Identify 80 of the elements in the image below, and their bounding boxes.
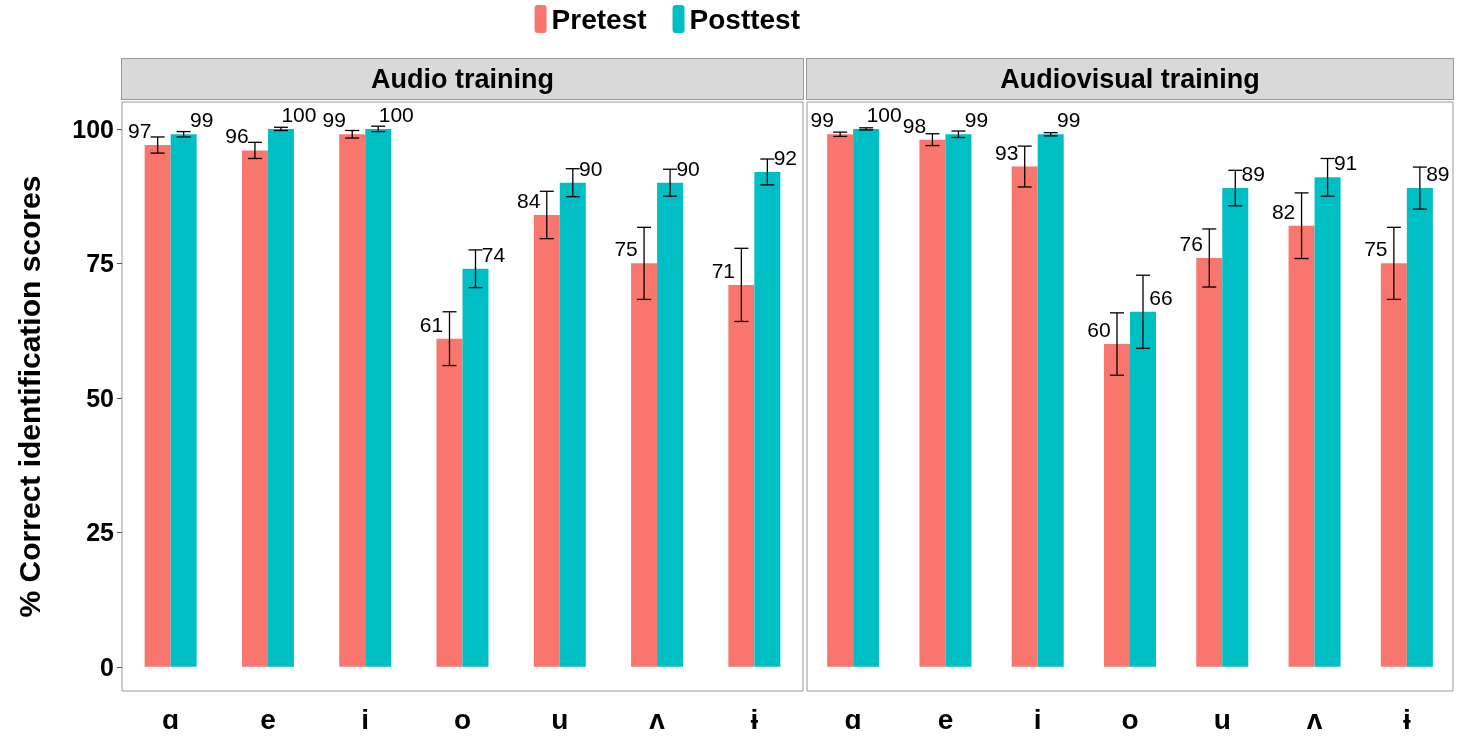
bar bbox=[241, 150, 268, 667]
bar bbox=[945, 134, 972, 667]
data-label: 82 bbox=[1271, 199, 1296, 223]
data-label: 98 bbox=[902, 113, 927, 137]
bar bbox=[728, 284, 755, 667]
x-tick-label: o bbox=[453, 703, 472, 735]
data-label: 96 bbox=[225, 124, 249, 148]
bar bbox=[339, 134, 366, 667]
bar bbox=[1011, 166, 1038, 667]
bar bbox=[533, 214, 560, 667]
legend-label: Posttest bbox=[689, 3, 800, 35]
x-tick-label: u bbox=[1213, 703, 1231, 735]
bar bbox=[462, 268, 489, 667]
bar bbox=[1130, 311, 1156, 667]
chart-title: Audio training bbox=[371, 64, 554, 94]
x-tick-label: i bbox=[1033, 703, 1042, 735]
x-tick-label: ʌ bbox=[649, 703, 666, 735]
bar bbox=[853, 128, 880, 667]
bar bbox=[170, 134, 197, 667]
data-label: 100 bbox=[378, 102, 414, 126]
y-tick-label: 50 bbox=[86, 383, 114, 412]
y-axis-title: % Correct identification scores bbox=[12, 175, 46, 618]
x-tick-label: ʌ bbox=[1306, 703, 1323, 735]
data-label: 61 bbox=[419, 312, 444, 336]
x-tick-label: ɨ bbox=[1402, 703, 1411, 735]
x-tick-label: ɨ bbox=[750, 703, 759, 735]
x-tick-label: i bbox=[361, 703, 370, 735]
data-label: 89 bbox=[1426, 162, 1450, 186]
data-label: 99 bbox=[1057, 108, 1081, 132]
bar bbox=[754, 171, 781, 667]
bar bbox=[827, 134, 854, 667]
bar bbox=[1314, 177, 1341, 667]
legend-label: Pretest bbox=[551, 3, 647, 35]
data-label: 100 bbox=[281, 102, 317, 126]
bar bbox=[919, 139, 946, 667]
data-label: 92 bbox=[773, 145, 798, 169]
bar bbox=[436, 338, 463, 667]
chart-title: Audiovisual training bbox=[1000, 64, 1260, 94]
data-label: 100 bbox=[866, 102, 902, 126]
data-label: 75 bbox=[1364, 237, 1388, 261]
bar bbox=[1196, 257, 1223, 667]
y-tick-label: 75 bbox=[86, 249, 115, 278]
bar bbox=[657, 182, 684, 667]
data-label: 66 bbox=[1149, 285, 1173, 309]
data-label: 99 bbox=[322, 108, 346, 132]
bar bbox=[365, 128, 392, 667]
bar bbox=[559, 182, 586, 667]
y-tick-label: 25 bbox=[86, 518, 115, 547]
data-label: 90 bbox=[676, 156, 700, 180]
x-tick-label: ɑ bbox=[162, 703, 180, 735]
x-tick-label: u bbox=[551, 703, 569, 735]
bar bbox=[1222, 188, 1249, 667]
data-label: 76 bbox=[1179, 231, 1203, 255]
x-tick-label: o bbox=[1121, 703, 1139, 735]
data-label: 89 bbox=[1241, 162, 1265, 186]
data-label: 99 bbox=[810, 108, 834, 132]
data-label: 99 bbox=[964, 108, 989, 132]
data-label: 84 bbox=[517, 188, 541, 212]
data-label: 60 bbox=[1087, 318, 1111, 342]
bar bbox=[267, 128, 294, 667]
data-label: 75 bbox=[614, 237, 638, 261]
data-label: 97 bbox=[127, 119, 152, 143]
data-label: 71 bbox=[711, 258, 736, 282]
bar bbox=[1406, 188, 1433, 667]
bar bbox=[144, 145, 171, 667]
bar bbox=[1288, 225, 1315, 667]
data-label: 74 bbox=[481, 242, 506, 266]
y-tick-label: 0 bbox=[100, 652, 114, 681]
bar bbox=[1380, 263, 1407, 667]
data-label: 90 bbox=[579, 156, 603, 180]
bar bbox=[631, 263, 658, 667]
x-tick-label: e bbox=[260, 703, 276, 735]
data-label: 93 bbox=[995, 140, 1019, 164]
data-label: 91 bbox=[1333, 151, 1358, 175]
bar bbox=[1104, 344, 1130, 667]
x-tick-label: ɑ bbox=[844, 703, 862, 735]
x-tick-label: e bbox=[937, 703, 954, 735]
y-tick-label: 100 bbox=[72, 114, 114, 143]
bar bbox=[1037, 134, 1064, 667]
data-label: 99 bbox=[189, 108, 214, 132]
